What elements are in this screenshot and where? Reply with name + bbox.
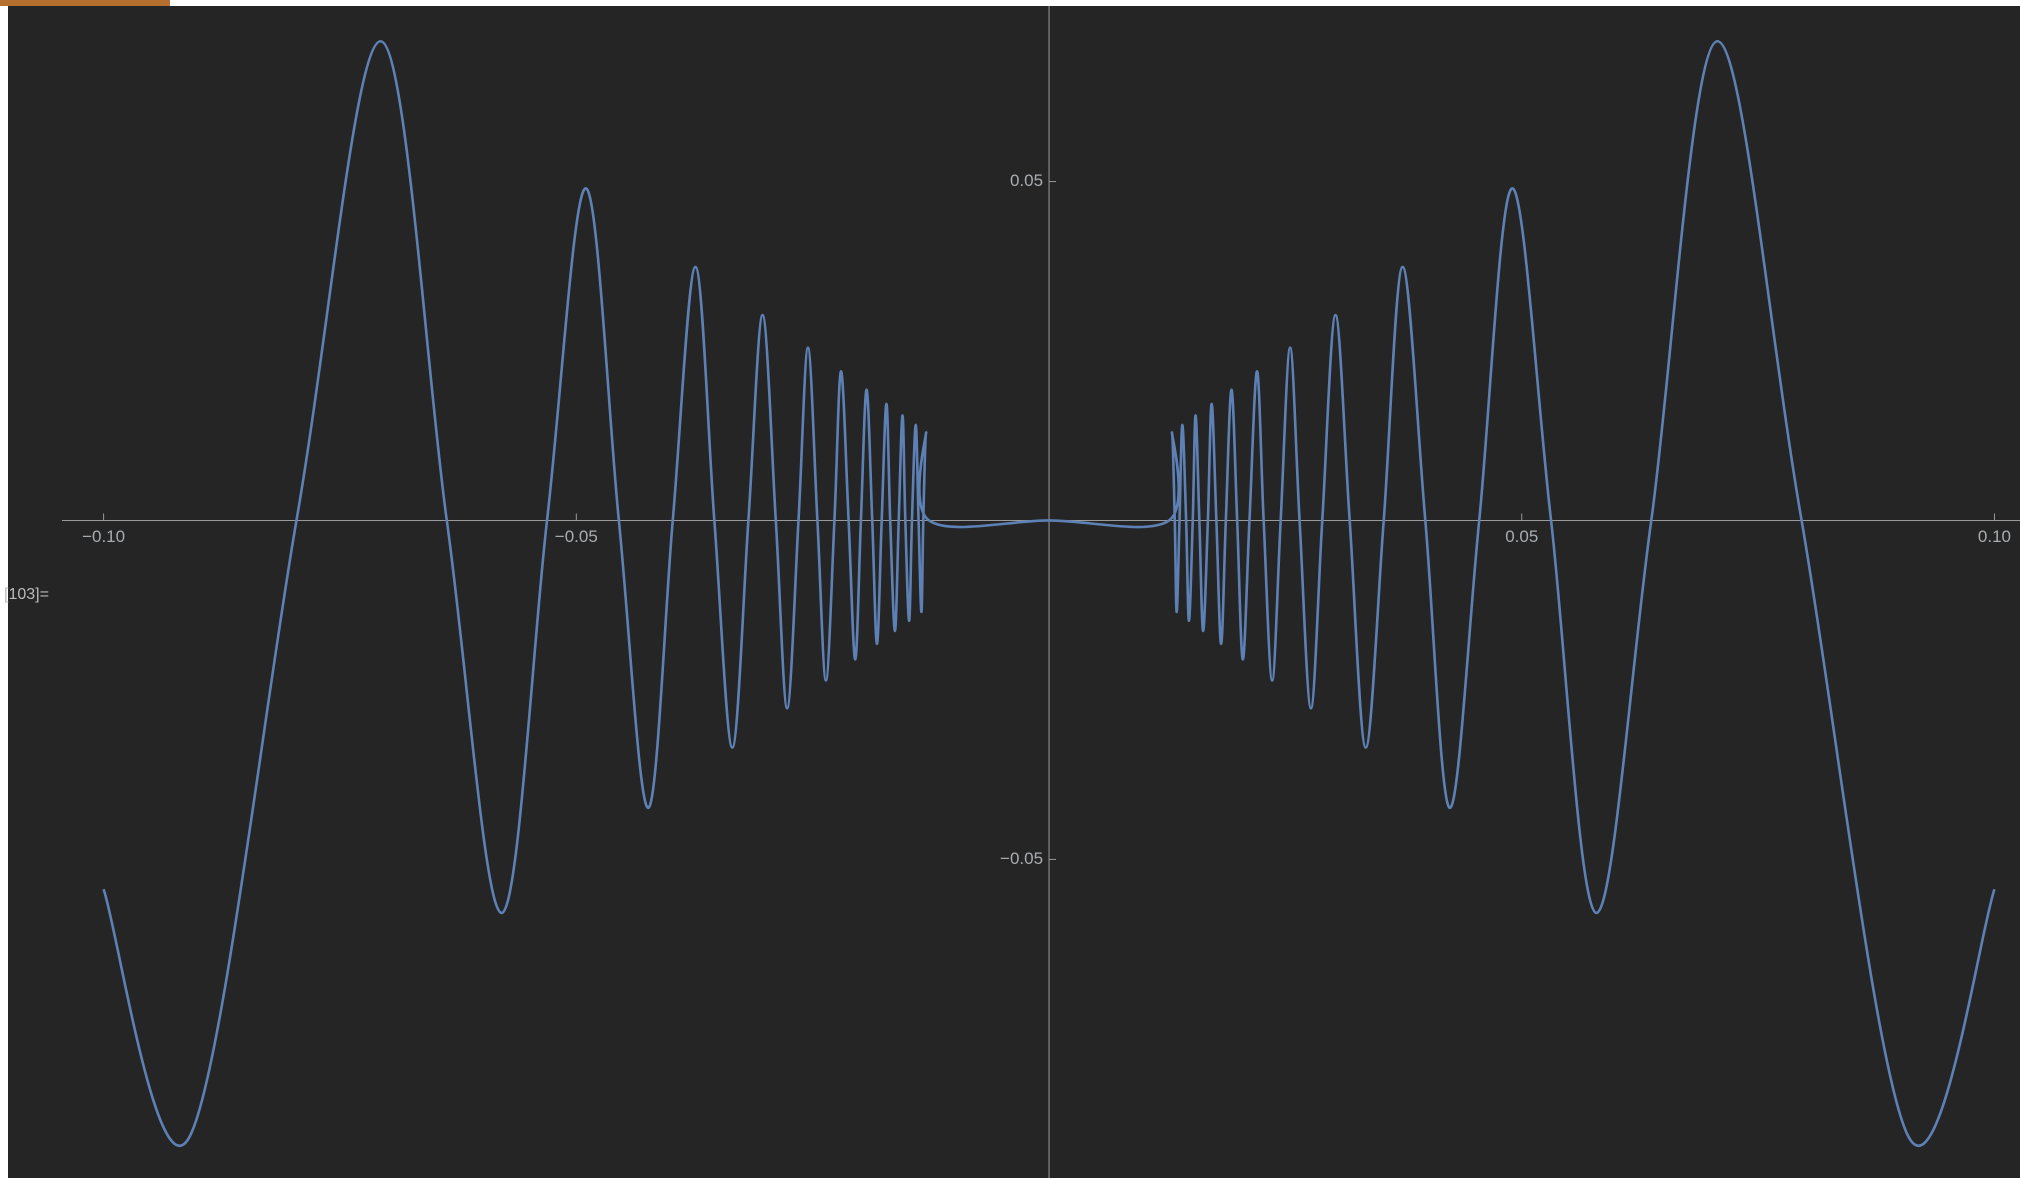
x-tick-label: 0.05 xyxy=(1505,527,1538,546)
curve xyxy=(102,39,1996,1148)
x-tick-label: 0.10 xyxy=(1978,527,2011,546)
x-tick-label: −0.10 xyxy=(82,527,125,546)
x-tick-label: −0.05 xyxy=(555,527,598,546)
cell-label: [103]= xyxy=(4,586,49,603)
y-tick-label: 0.05 xyxy=(1010,171,1043,190)
plot: −0.10 −0.05 0.05 0.10 −0.05 0.05 xyxy=(62,6,2020,1178)
thumbnail xyxy=(0,0,170,6)
y-tick-label: −0.05 xyxy=(1000,849,1043,868)
